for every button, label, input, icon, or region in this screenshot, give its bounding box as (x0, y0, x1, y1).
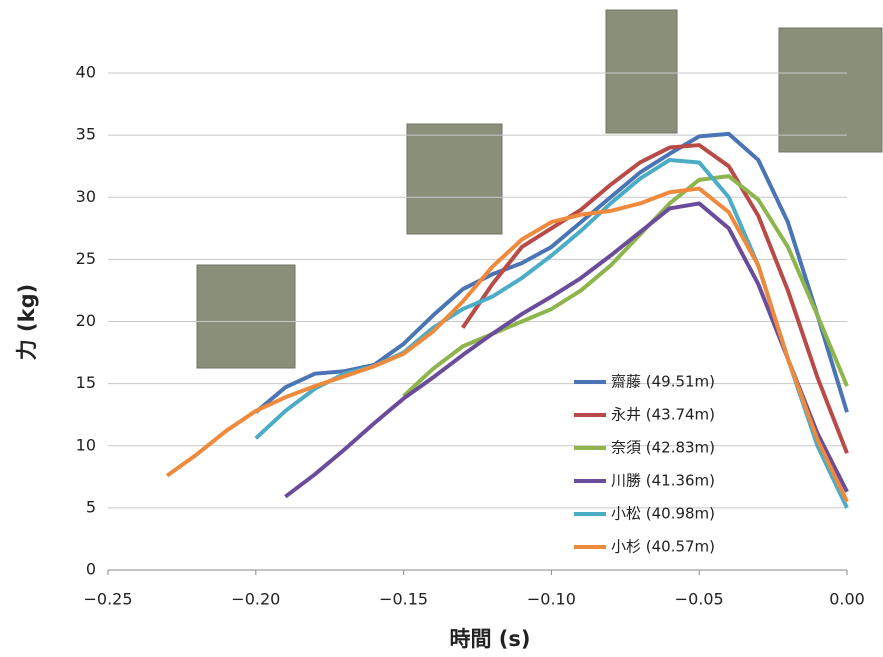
photo (196, 264, 296, 369)
series-line (402, 174, 849, 398)
legend-label: 奈須 (42.83m) (611, 439, 715, 457)
photo (406, 123, 503, 235)
y-axis-label: 力 (kg) (15, 284, 39, 361)
series-line (461, 143, 849, 454)
x-tick-label: −0.05 (675, 590, 724, 609)
legend-label: 永井 (43.74m) (611, 406, 715, 424)
legend-label: 齋藤 (49.51m) (611, 373, 715, 391)
x-tick-label: −0.15 (379, 590, 428, 609)
x-tick-label: −0.25 (83, 590, 132, 609)
y-tick-label: 0 (86, 560, 96, 579)
y-tick-label: 35 (76, 125, 96, 144)
series-line (165, 186, 849, 503)
y-tick-label: 40 (76, 63, 96, 82)
y-tick-label: 30 (76, 187, 96, 206)
photo (605, 9, 678, 134)
series-line (254, 131, 849, 414)
y-tick-label: 25 (76, 249, 96, 268)
legend-label: 川勝 (41.36m) (611, 472, 715, 490)
x-axis-label: 時間 (s) (449, 627, 530, 651)
y-tick-label: 15 (76, 373, 96, 392)
photo (778, 27, 883, 153)
legend-label: 小杉 (40.57m) (611, 538, 715, 556)
x-tick-label: −0.10 (527, 590, 576, 609)
x-tick-label: −0.20 (231, 590, 280, 609)
y-tick-label: 5 (86, 497, 96, 516)
series-line (284, 201, 849, 499)
legend-label: 小松 (40.98m) (611, 505, 715, 523)
y-tick-label: 20 (76, 311, 96, 330)
y-tick-label: 10 (76, 435, 96, 454)
x-tick-label: 0.00 (829, 590, 865, 609)
